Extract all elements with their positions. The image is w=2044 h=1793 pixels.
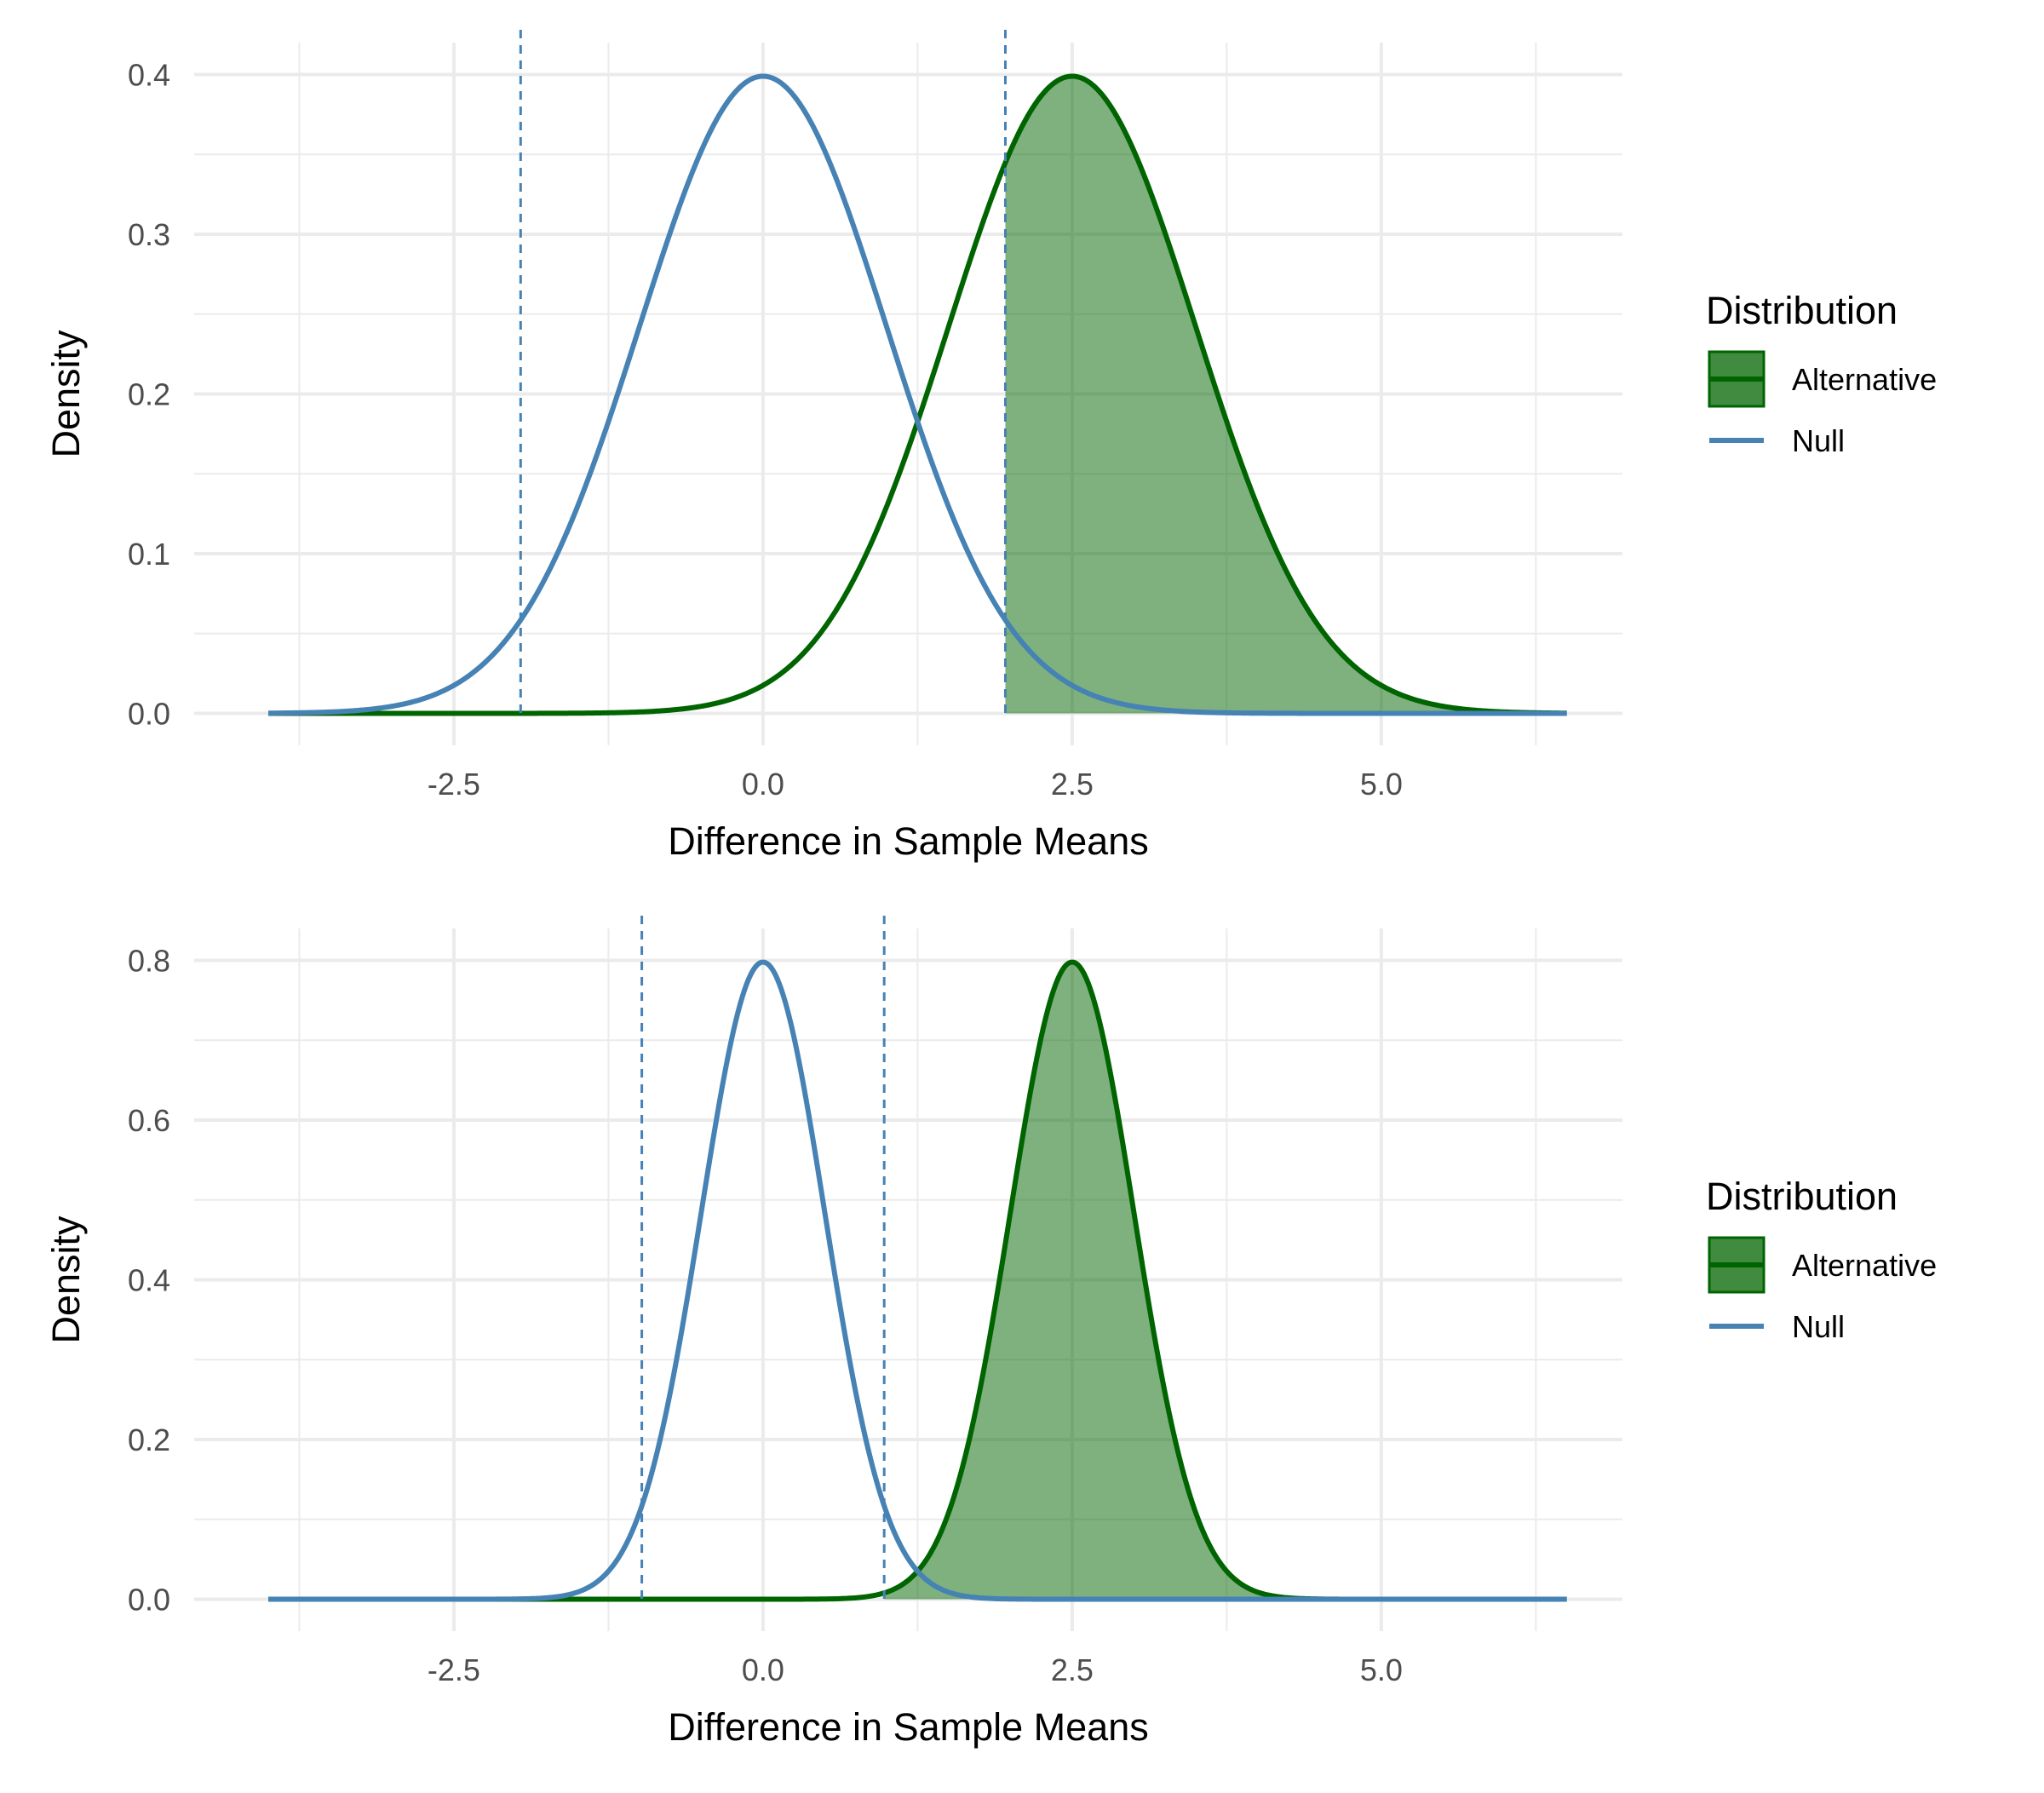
- legend-label-alternative: Alternative: [1792, 1248, 1937, 1283]
- null-density-curve: [267, 959, 1568, 1602]
- x-tick-label: 0.0: [742, 1652, 784, 1687]
- null-density-curve: [267, 73, 1568, 716]
- x-tick-label: 2.5: [1051, 1652, 1094, 1687]
- y-tick-label: 0.4: [128, 1263, 170, 1298]
- legend-label-alternative: Alternative: [1792, 362, 1937, 397]
- y-tick-label: 0.3: [128, 217, 170, 252]
- y-tick-label: 0.4: [128, 58, 170, 93]
- y-tick-label: 0.2: [128, 377, 170, 412]
- legend-label-null: Null: [1792, 1309, 1845, 1344]
- legend: Distribution Alternative Null: [1706, 289, 1937, 458]
- major-grid: [194, 928, 1622, 1631]
- power-shaded-area: [884, 962, 1567, 1600]
- x-axis-title: Difference in Sample Means: [668, 819, 1148, 863]
- legend-label-null: Null: [1792, 423, 1845, 458]
- legend-title: Distribution: [1706, 1175, 1898, 1218]
- power-shaded-area: [1005, 76, 1567, 714]
- panel-2: -2.5 0.0 2.5 5.0 0.0 0.2 0.4 0.6 0.8 Difference i…: [44, 916, 1937, 1749]
- y-axis-title: Density: [44, 1215, 88, 1344]
- x-tick-label: 2.5: [1051, 767, 1094, 802]
- x-tick-label: 5.0: [1360, 767, 1403, 802]
- x-tick-label: -2.5: [428, 767, 480, 802]
- y-tick-label: 0.1: [128, 537, 170, 572]
- x-tick-label: 5.0: [1360, 1652, 1403, 1687]
- y-tick-label: 0.2: [128, 1422, 170, 1457]
- y-tick-label: 0.0: [128, 1583, 170, 1618]
- legend: Distribution Alternative Null: [1706, 1175, 1937, 1344]
- y-tick-label: 0.6: [128, 1103, 170, 1138]
- y-tick-label: 0.0: [128, 697, 170, 732]
- x-tick-label: -2.5: [428, 1652, 480, 1687]
- y-tick-label: 0.8: [128, 944, 170, 979]
- x-axis-title: Difference in Sample Means: [668, 1705, 1148, 1749]
- y-axis-title: Density: [44, 330, 88, 458]
- x-tick-label: 0.0: [742, 767, 784, 802]
- legend-title: Distribution: [1706, 289, 1898, 332]
- panel-1: -2.5 0.0 2.5 5.0 0.0 0.1 0.2 0.3 0.4 Difference i…: [44, 30, 1937, 863]
